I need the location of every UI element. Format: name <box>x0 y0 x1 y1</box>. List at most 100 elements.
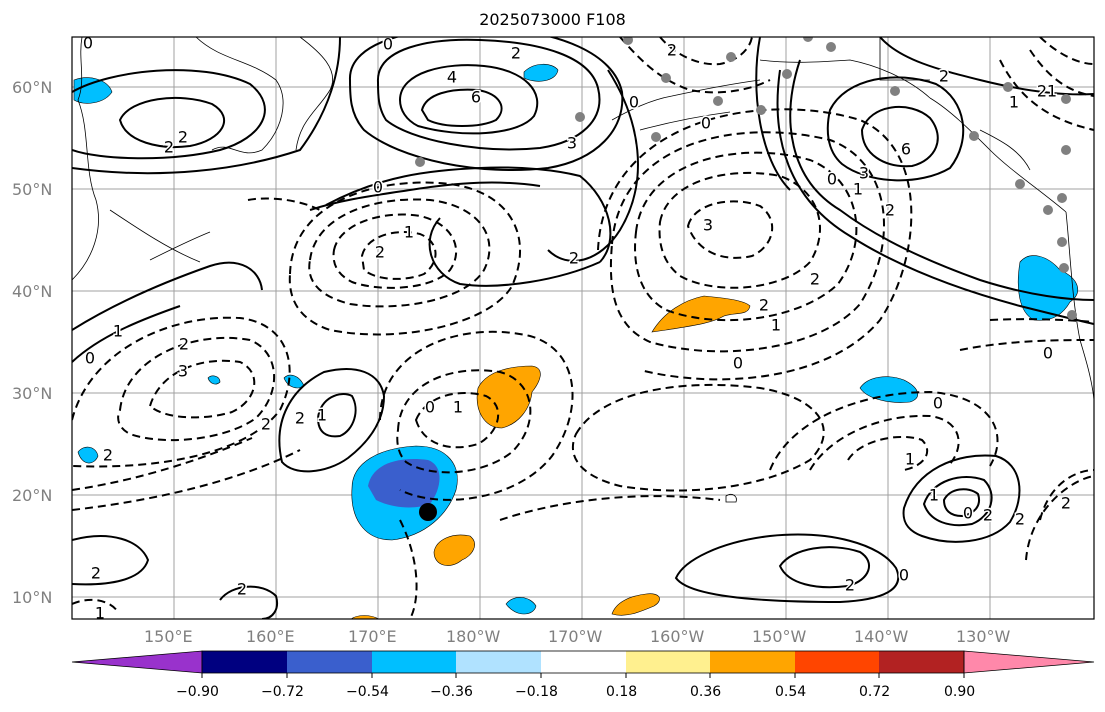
contour-label: 0 <box>425 398 435 417</box>
contour-label: 0 <box>629 93 639 112</box>
positive-region <box>433 534 475 566</box>
colorbar-tick-label: 0.90 <box>944 684 976 700</box>
contour-label: 0 <box>899 566 909 585</box>
negative-region <box>73 77 113 104</box>
map-title: 2025073000 F108 <box>479 10 626 29</box>
contour-label: 2 <box>569 249 579 268</box>
colorbar-swatch <box>372 651 456 673</box>
contour-label: 2 <box>179 335 189 354</box>
colorbar-swatch <box>795 651 879 673</box>
negative-region <box>77 446 99 464</box>
lat-tick-label: 20°N <box>12 486 53 505</box>
positive-region <box>476 365 541 429</box>
colorbar-tick-label: 0.18 <box>606 684 638 700</box>
contour-label: 1 <box>771 316 781 335</box>
contour-label: 2 <box>983 506 993 525</box>
contour-label: 2 <box>810 270 820 289</box>
contour-label: 1 <box>929 486 939 505</box>
lat-tick-label: 30°N <box>12 384 53 403</box>
contour-label: 2 <box>103 446 113 465</box>
contour-label: 1 <box>317 406 327 425</box>
contour-label: 2 <box>91 564 101 583</box>
dashed-contours <box>72 37 1094 619</box>
contour-label: 1 <box>453 398 463 417</box>
contour-label: 4 <box>447 68 457 87</box>
contour-label: 2 <box>759 296 769 315</box>
colorbar-tick-label: 0.36 <box>690 684 722 700</box>
contour-label: 1 <box>1047 82 1057 101</box>
contour-label: 2 <box>261 415 271 434</box>
lat-tick-label: 40°N <box>12 282 53 301</box>
colorbar-swatch <box>879 651 964 673</box>
contour-label: 2 <box>237 580 247 599</box>
lon-tick-label: 150°E <box>144 627 193 646</box>
contour-label: 1 <box>404 223 414 242</box>
colorbar-swatch <box>456 651 541 673</box>
lon-tick-label: 170°W <box>548 627 603 646</box>
contour-label: 2 <box>164 138 174 157</box>
colorbar-high-extend <box>963 650 1095 674</box>
colorbar-swatch <box>287 651 372 673</box>
positive-region <box>651 295 751 333</box>
contour-label: 2 <box>885 201 895 220</box>
contour-label: 0 <box>373 178 383 197</box>
contour-label: 0 <box>383 35 393 54</box>
colorbar <box>71 650 1095 678</box>
contour-label: 2 <box>295 409 305 428</box>
colorbar-tick-label: −0.72 <box>261 684 304 700</box>
contour-label: 2 <box>1061 494 1071 513</box>
colorbar-low-extend <box>71 650 203 674</box>
colorbar-tick-label: −0.90 <box>176 684 219 700</box>
contour-label: 2 <box>845 576 855 595</box>
colorbar-frame <box>201 650 965 674</box>
contour-label: 6 <box>901 140 911 159</box>
lon-tick-label: 160°E <box>246 627 295 646</box>
lat-tick-label: 10°N <box>12 588 53 607</box>
colorbar-swatch <box>626 651 710 673</box>
negative-region <box>859 376 918 403</box>
contour-label: 0 <box>733 354 743 373</box>
contour-label: 2 <box>667 41 677 60</box>
contour-label: 2 <box>511 44 521 63</box>
contour-label: 0 <box>701 114 711 133</box>
negative-region <box>368 459 440 508</box>
colorbar-tick-label: −0.54 <box>346 684 389 700</box>
contour-label: 0 <box>933 394 943 413</box>
positive-region <box>350 615 379 619</box>
contour-label: 1 <box>905 450 915 469</box>
station-dots <box>415 37 1077 320</box>
negative-region <box>523 63 559 82</box>
lon-tick-label: 130°W <box>956 627 1011 646</box>
contour-label: 0 <box>1043 344 1053 363</box>
contour-label: 1 <box>1009 93 1019 112</box>
contour-label: 3 <box>859 164 869 183</box>
colorbar-tick-label: −0.18 <box>515 684 558 700</box>
contour-label: 0 <box>827 170 837 189</box>
contour-label: 3 <box>567 134 577 153</box>
contour-label: 0 <box>83 34 93 53</box>
negative-region <box>505 597 537 615</box>
negative-region <box>207 375 221 385</box>
storm-center-marker <box>419 503 437 521</box>
contour-label: 1 <box>95 604 105 623</box>
positive-region <box>611 593 660 616</box>
colorbar-tick-label: 0.72 <box>859 684 891 700</box>
contour-label: 1 <box>853 180 863 199</box>
solid-contours <box>72 37 1094 619</box>
colorbar-tick-label: −0.36 <box>430 684 473 700</box>
lon-tick-label: 140°W <box>854 627 909 646</box>
gridlines <box>72 37 1094 619</box>
colorbar-swatch <box>202 651 287 673</box>
negative-region <box>283 374 305 389</box>
contour-label: 2 <box>375 243 385 262</box>
colorbar-swatch <box>541 651 626 673</box>
contour-label: 3 <box>703 216 713 235</box>
negative-region <box>1017 255 1079 321</box>
lat-tick-label: 50°N <box>12 180 53 199</box>
lon-tick-label: 170°E <box>348 627 397 646</box>
contour-label: 0 <box>963 504 973 523</box>
contour-label: 2 <box>1015 510 1025 529</box>
map-frame <box>71 36 1095 620</box>
